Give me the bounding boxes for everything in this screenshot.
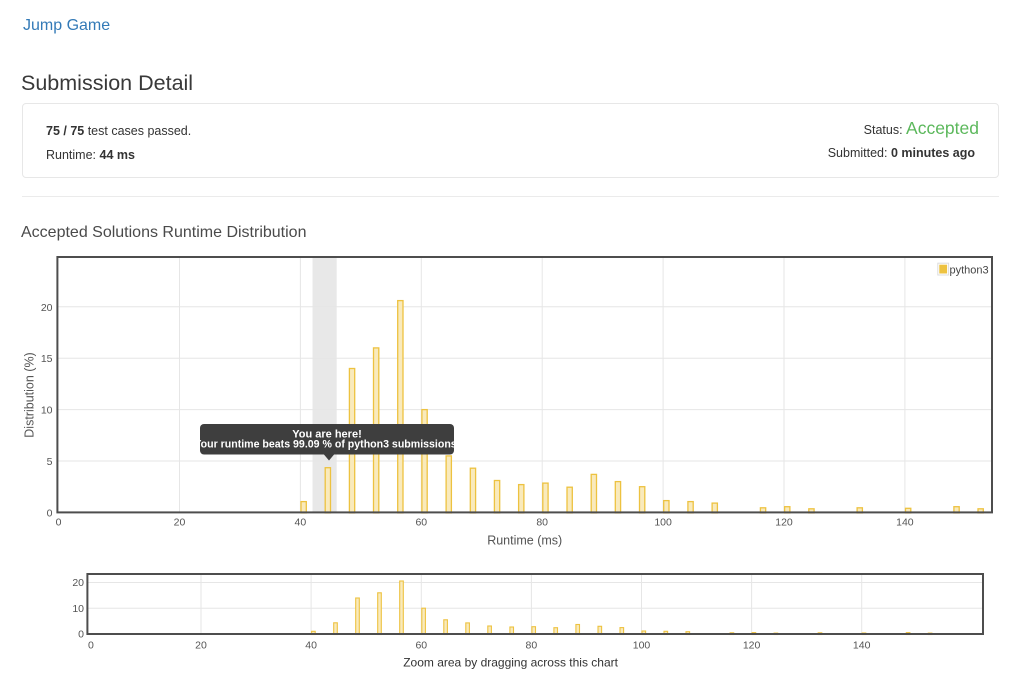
svg-text:140: 140 [853,639,871,651]
svg-text:100: 100 [633,639,651,651]
svg-text:20: 20 [41,302,53,314]
svg-text:20: 20 [195,639,207,651]
svg-text:140: 140 [896,517,914,529]
svg-text:100: 100 [654,517,672,529]
svg-text:0: 0 [56,517,62,529]
svg-text:120: 120 [743,639,761,651]
svg-text:80: 80 [526,639,538,651]
svg-text:Distribution (%): Distribution (%) [23,352,37,437]
svg-text:Runtime (ms): Runtime (ms) [487,534,562,548]
svg-text:20: 20 [72,577,84,589]
svg-text:0: 0 [88,639,94,651]
svg-text:Zoom area by dragging across t: Zoom area by dragging across this chart [403,656,618,670]
svg-text:5: 5 [47,456,53,468]
svg-text:You are here!: You are here! [292,429,362,441]
svg-text:20: 20 [174,517,186,529]
svg-text:80: 80 [536,517,548,529]
svg-text:40: 40 [295,517,307,529]
svg-text:40: 40 [305,639,317,651]
svg-text:python3: python3 [950,265,989,277]
svg-text:10: 10 [41,405,53,417]
svg-text:15: 15 [41,353,53,365]
svg-text:0: 0 [47,507,53,519]
svg-text:60: 60 [415,517,427,529]
svg-text:Your runtime beats 99.09 % of: Your runtime beats 99.09 % of python3 su… [194,438,459,450]
svg-text:60: 60 [415,639,427,651]
svg-text:10: 10 [72,603,84,615]
svg-text:0: 0 [78,629,84,641]
svg-text:120: 120 [775,517,793,529]
